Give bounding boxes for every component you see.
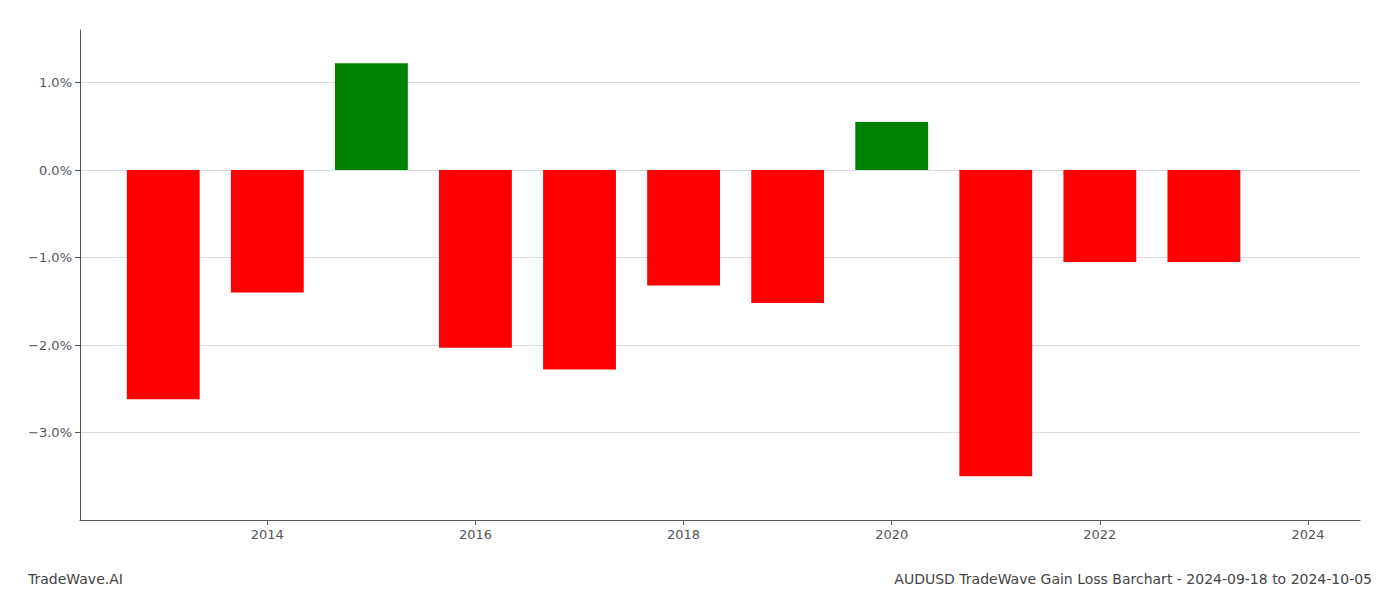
svg-text:AUDUSD TradeWave Gain Loss Bar: AUDUSD TradeWave Gain Loss Barchart - 20… <box>894 571 1372 587</box>
svg-text:TradeWave.AI: TradeWave.AI <box>27 571 123 587</box>
svg-text:0.0%: 0.0% <box>39 163 72 178</box>
svg-text:2024: 2024 <box>1291 527 1324 542</box>
svg-text:−3.0%: −3.0% <box>28 425 72 440</box>
svg-text:−2.0%: −2.0% <box>28 338 72 353</box>
svg-text:2018: 2018 <box>667 527 700 542</box>
svg-text:2016: 2016 <box>459 527 492 542</box>
svg-text:1.0%: 1.0% <box>39 75 72 90</box>
svg-text:2014: 2014 <box>251 527 284 542</box>
svg-text:2022: 2022 <box>1083 527 1116 542</box>
svg-text:−1.0%: −1.0% <box>28 250 72 265</box>
svg-text:2020: 2020 <box>875 527 908 542</box>
